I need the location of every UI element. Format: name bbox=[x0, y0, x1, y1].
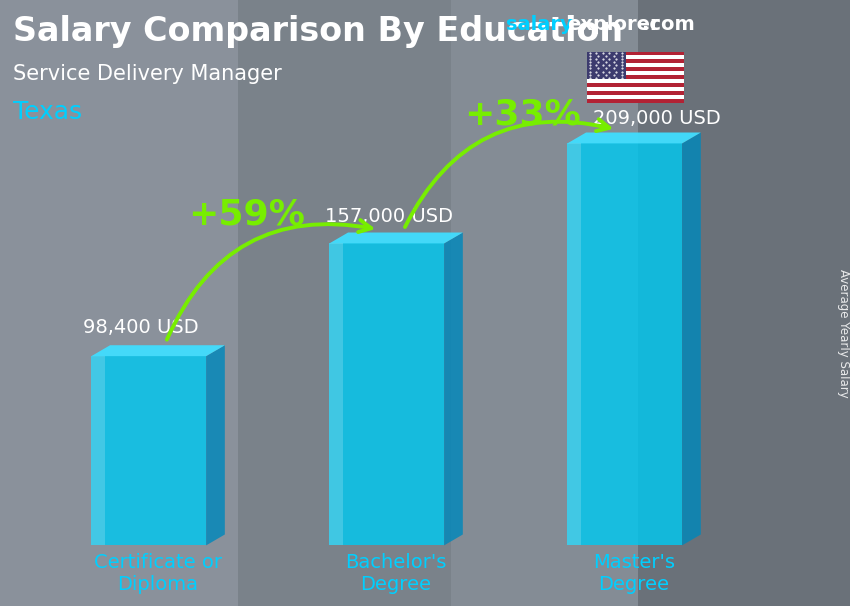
Bar bbox=[586, 67, 684, 72]
Bar bbox=[586, 56, 684, 59]
Bar bbox=[586, 59, 684, 64]
Bar bbox=[238, 0, 450, 606]
Polygon shape bbox=[329, 244, 444, 545]
Bar bbox=[586, 95, 684, 99]
Polygon shape bbox=[91, 356, 105, 545]
Polygon shape bbox=[91, 356, 206, 545]
Bar bbox=[638, 0, 850, 606]
Text: 209,000 USD: 209,000 USD bbox=[592, 109, 721, 128]
Bar bbox=[586, 79, 684, 83]
Text: Service Delivery Manager: Service Delivery Manager bbox=[13, 64, 281, 84]
Polygon shape bbox=[329, 244, 343, 545]
Text: +33%: +33% bbox=[464, 98, 581, 132]
Text: salary: salary bbox=[506, 15, 573, 34]
Text: +59%: +59% bbox=[188, 198, 305, 232]
Text: 98,400 USD: 98,400 USD bbox=[82, 318, 199, 337]
Polygon shape bbox=[568, 144, 581, 545]
Bar bbox=[586, 52, 626, 79]
Text: Salary Comparison By Education: Salary Comparison By Education bbox=[13, 15, 623, 48]
Bar bbox=[586, 83, 684, 87]
Text: Master's
Degree: Master's Degree bbox=[593, 553, 675, 594]
Polygon shape bbox=[444, 233, 462, 545]
Bar bbox=[586, 52, 684, 56]
Polygon shape bbox=[568, 133, 700, 144]
Bar bbox=[586, 91, 684, 95]
Text: .com: .com bbox=[642, 15, 694, 34]
Text: Certificate or
Diploma: Certificate or Diploma bbox=[94, 553, 222, 594]
Polygon shape bbox=[91, 345, 224, 356]
Polygon shape bbox=[568, 144, 682, 545]
Text: Average Yearly Salary: Average Yearly Salary bbox=[837, 269, 850, 398]
Bar bbox=[586, 87, 684, 91]
Bar bbox=[586, 64, 684, 67]
Text: explorer: explorer bbox=[567, 15, 660, 34]
Polygon shape bbox=[206, 345, 224, 545]
Text: 157,000 USD: 157,000 USD bbox=[325, 207, 453, 227]
Bar bbox=[586, 75, 684, 79]
Text: Bachelor's
Degree: Bachelor's Degree bbox=[345, 553, 447, 594]
Text: Texas: Texas bbox=[13, 100, 82, 124]
Bar bbox=[586, 99, 684, 103]
Polygon shape bbox=[329, 233, 462, 244]
Bar bbox=[0, 0, 238, 606]
Polygon shape bbox=[682, 133, 700, 545]
Bar bbox=[586, 72, 684, 75]
Bar bbox=[450, 0, 638, 606]
